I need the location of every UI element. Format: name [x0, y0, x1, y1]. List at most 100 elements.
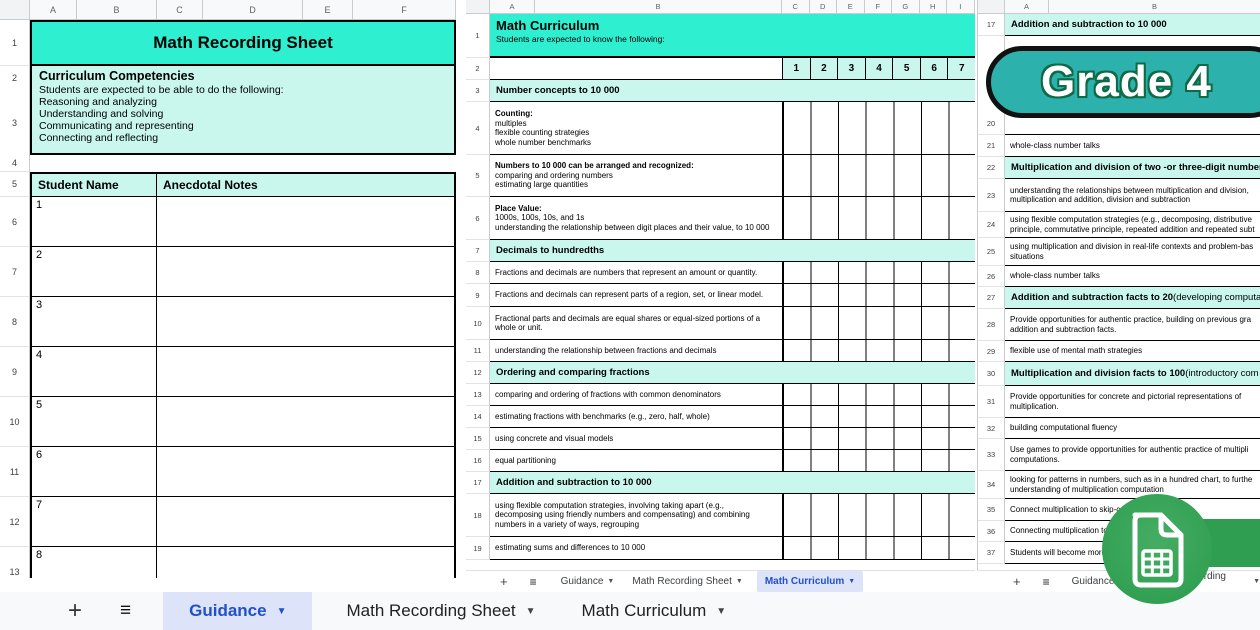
checkbox-grid[interactable] [782, 262, 975, 284]
row-number[interactable]: 30 [978, 362, 1005, 386]
curriculum-text-cell[interactable]: Numbers to 10 000 can be arranged and re… [490, 155, 782, 197]
column-header-b[interactable]: B [1049, 0, 1260, 13]
week-number-cell[interactable]: 3 [837, 58, 865, 79]
row-number[interactable]: 33 [978, 439, 1005, 471]
empty-cell[interactable] [490, 58, 782, 80]
row-number[interactable]: 9 [0, 347, 30, 397]
select-all-corner[interactable] [466, 0, 490, 13]
anecdotal-notes-cell[interactable] [157, 347, 456, 397]
student-name-cell[interactable]: 5 [30, 397, 157, 447]
row-number[interactable]: 18 [466, 494, 490, 537]
row-number[interactable]: 21 [978, 135, 1005, 157]
row-number[interactable]: 7 [466, 240, 490, 262]
chevron-down-icon[interactable]: ▼ [607, 578, 615, 585]
column-header-h[interactable]: H [920, 0, 947, 13]
row-number[interactable]: 12 [466, 362, 490, 384]
row-number[interactable]: 13 [466, 384, 490, 406]
column-header-d[interactable]: D [810, 0, 837, 13]
row-number[interactable]: 26 [978, 266, 1005, 287]
row-number[interactable]: 8 [466, 262, 490, 284]
column-header-e[interactable]: E [303, 0, 353, 19]
row-number[interactable]: 4 [0, 155, 30, 172]
anecdotal-notes-cell[interactable] [157, 447, 456, 497]
guidance-text-cell[interactable]: using flexible computation strategies (e… [1005, 212, 1260, 238]
row-number[interactable]: 23 [978, 179, 1005, 212]
row-number[interactable]: 4 [466, 102, 490, 155]
row-number[interactable]: 32 [978, 418, 1005, 439]
student-name-header-cell[interactable]: Student Name [30, 172, 157, 197]
chevron-down-icon[interactable]: ▼ [525, 605, 536, 617]
row-number[interactable]: 25 [978, 238, 1005, 266]
all-sheets-menu-icon[interactable]: ≡ [1042, 574, 1050, 589]
all-sheets-menu-icon[interactable]: ≡ [120, 600, 132, 621]
tab-guidance[interactable]: Guidance ▼ [163, 592, 313, 630]
tab-guidance[interactable]: Guidance ▼ [561, 576, 615, 587]
all-sheets-menu-icon[interactable]: ≡ [529, 574, 537, 589]
curriculum-text-cell[interactable]: Fractions and decimals can represent par… [490, 284, 782, 307]
week-number-cell[interactable]: 1 [782, 58, 810, 79]
week-number-cell[interactable]: 6 [919, 58, 948, 79]
row-number[interactable]: 16 [466, 450, 490, 472]
student-name-cell[interactable]: 3 [30, 297, 157, 347]
chevron-down-icon[interactable]: ▼ [276, 605, 287, 617]
student-name-cell[interactable]: 8 [30, 547, 157, 578]
week-number-cell[interactable]: 4 [864, 58, 893, 79]
checkbox-grid[interactable] [782, 384, 975, 406]
row-number[interactable]: 7 [0, 247, 30, 297]
checkbox-grid[interactable] [782, 307, 975, 340]
column-header-e[interactable]: E [837, 0, 865, 13]
row-number[interactable]: 28 [978, 309, 1005, 341]
student-name-cell[interactable]: 2 [30, 247, 157, 297]
curriculum-text-cell[interactable]: Fractions and decimals are numbers that … [490, 262, 782, 284]
column-header-f[interactable]: F [353, 0, 456, 19]
guidance-text-cell[interactable]: building computational fluency [1005, 418, 1260, 439]
checkbox-grid[interactable] [782, 406, 975, 428]
student-name-cell[interactable]: 7 [30, 497, 157, 547]
guidance-text-cell[interactable]: whole-class number talks [1005, 135, 1260, 157]
chevron-down-icon[interactable]: ▼ [1253, 578, 1260, 585]
row-number[interactable]: 35 [978, 499, 1005, 521]
guidance-text-cell[interactable]: Use games to provide opportunities for a… [1005, 439, 1260, 471]
section-header-cell[interactable]: Multiplication and division of two -or t… [1005, 157, 1260, 179]
curriculum-text-cell[interactable]: equal partitioning [490, 450, 782, 472]
row-number[interactable]: 14 [466, 406, 490, 428]
anecdotal-notes-cell[interactable] [157, 547, 456, 578]
anecdotal-notes-cell[interactable] [157, 397, 456, 447]
checkbox-grid[interactable] [782, 450, 975, 472]
student-name-cell[interactable]: 4 [30, 347, 157, 397]
row-number[interactable]: 20 [978, 112, 1005, 135]
row-number[interactable]: 31 [978, 386, 1005, 418]
week-number-cell[interactable]: 5 [892, 58, 920, 79]
column-header-f[interactable]: F [865, 0, 892, 13]
column-header-b[interactable]: B [535, 0, 782, 13]
checkbox-grid[interactable] [782, 428, 975, 450]
sheet-title-cell[interactable]: Math Curriculum Students are expected to… [490, 14, 975, 58]
row-number[interactable]: 6 [0, 197, 30, 247]
guidance-text-cell[interactable]: Provide opportunities for concrete and p… [1005, 386, 1260, 418]
tab-math-curriculum[interactable]: Math Curriculum ▼ [570, 601, 739, 621]
anecdotal-notes-cell[interactable] [157, 297, 456, 347]
row-number[interactable]: 29 [978, 341, 1005, 362]
add-sheet-icon[interactable]: + [68, 597, 83, 624]
anecdotal-notes-cell[interactable] [157, 247, 456, 297]
section-header-cell[interactable]: Decimals to hundredths [490, 240, 975, 262]
curriculum-text-cell[interactable]: using flexible computation strategies, i… [490, 494, 782, 537]
anecdotal-notes-cell[interactable] [157, 497, 456, 547]
curriculum-text-cell[interactable]: Place Value: 1000s, 100s, 10s, and 1s un… [490, 197, 782, 240]
section-header-cell[interactable]: Ordering and comparing fractions [490, 362, 975, 384]
row-number[interactable]: 10 [0, 397, 30, 447]
column-header-a[interactable]: A [30, 0, 77, 19]
checkbox-grid[interactable] [782, 197, 975, 240]
curriculum-text-cell[interactable]: Fractional parts and decimals are equal … [490, 307, 782, 340]
anecdotal-notes-header-cell[interactable]: Anecdotal Notes [157, 172, 456, 197]
row-number[interactable]: 3 [0, 90, 30, 155]
checkbox-grid[interactable] [782, 340, 975, 362]
column-header-a[interactable]: A [1005, 0, 1049, 13]
checkbox-grid[interactable] [782, 155, 975, 197]
section-header-cell[interactable]: Addition and subtraction facts to 20 (de… [1005, 287, 1260, 309]
sheet-title-cell[interactable]: Math Recording Sheet [30, 20, 456, 66]
empty-cell[interactable] [30, 155, 456, 172]
checkbox-grid[interactable] [782, 537, 975, 560]
curriculum-text-cell[interactable]: estimating fractions with benchmarks (e.… [490, 406, 782, 428]
select-all-corner[interactable] [978, 0, 1005, 13]
